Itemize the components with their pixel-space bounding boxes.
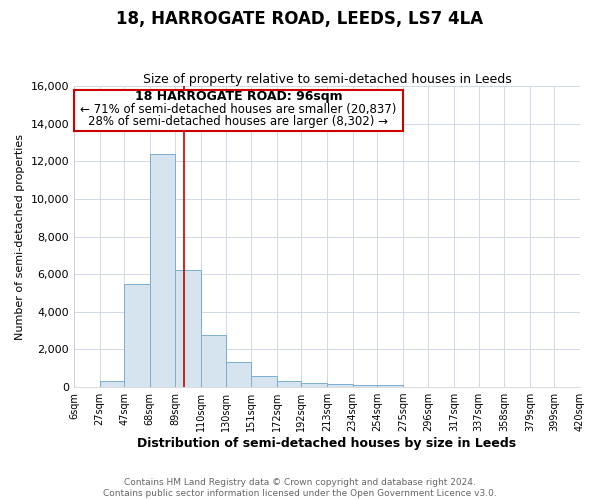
Text: Contains HM Land Registry data © Crown copyright and database right 2024.
Contai: Contains HM Land Registry data © Crown c… xyxy=(103,478,497,498)
Bar xyxy=(251,376,277,387)
Bar xyxy=(277,382,301,387)
Bar xyxy=(301,384,327,387)
Bar xyxy=(175,270,201,387)
Bar xyxy=(124,284,150,387)
Text: 18 HARROGATE ROAD: 96sqm: 18 HARROGATE ROAD: 96sqm xyxy=(134,90,342,104)
Y-axis label: Number of semi-detached properties: Number of semi-detached properties xyxy=(15,134,25,340)
Bar xyxy=(201,336,226,387)
Title: Size of property relative to semi-detached houses in Leeds: Size of property relative to semi-detach… xyxy=(143,73,511,86)
X-axis label: Distribution of semi-detached houses by size in Leeds: Distribution of semi-detached houses by … xyxy=(137,437,517,450)
Bar xyxy=(226,362,251,387)
Bar xyxy=(353,385,377,387)
Text: 28% of semi-detached houses are larger (8,302) →: 28% of semi-detached houses are larger (… xyxy=(88,115,388,128)
FancyBboxPatch shape xyxy=(74,90,403,131)
Text: ← 71% of semi-detached houses are smaller (20,837): ← 71% of semi-detached houses are smalle… xyxy=(80,104,397,117)
Bar xyxy=(327,384,353,387)
Bar xyxy=(150,154,175,387)
Bar xyxy=(100,382,124,387)
Bar xyxy=(377,385,403,387)
Text: 18, HARROGATE ROAD, LEEDS, LS7 4LA: 18, HARROGATE ROAD, LEEDS, LS7 4LA xyxy=(116,10,484,28)
